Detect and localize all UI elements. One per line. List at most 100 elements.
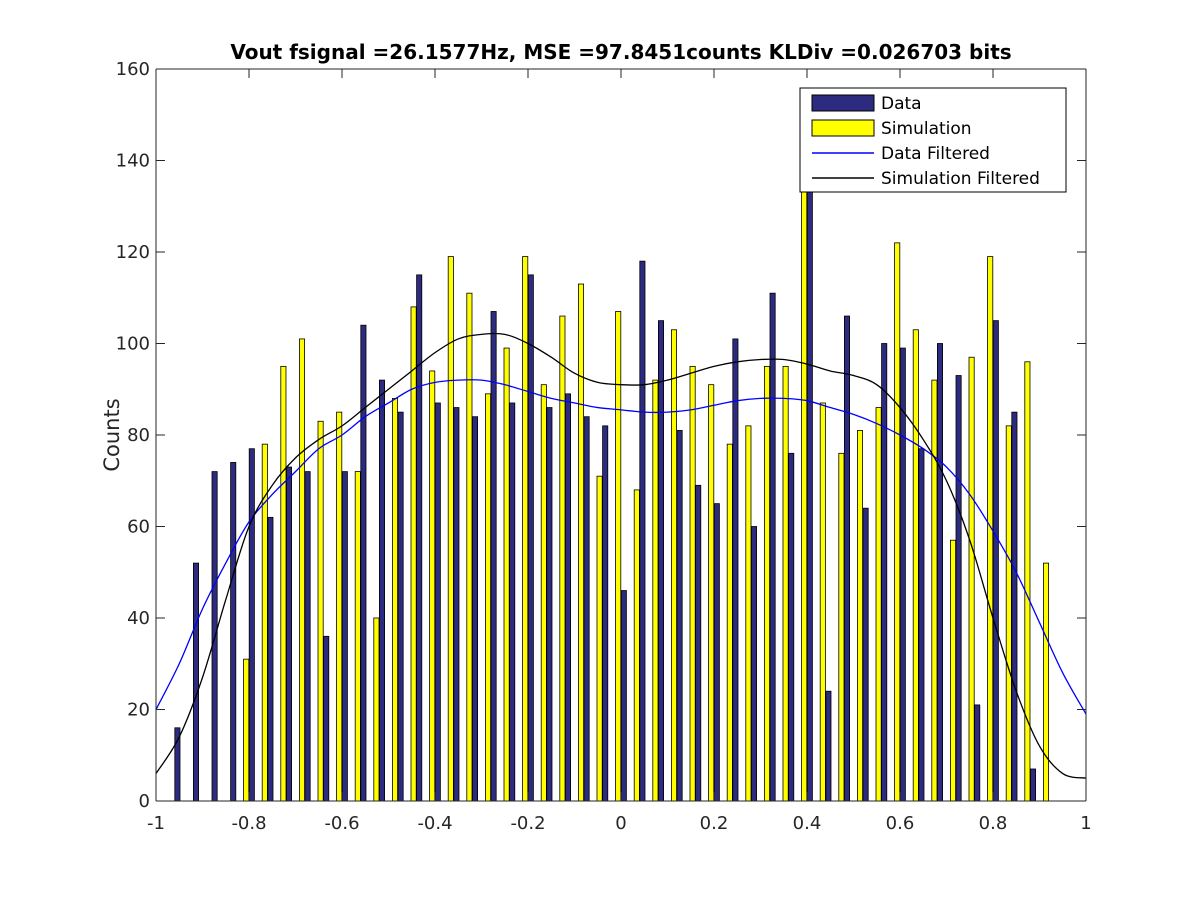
data-bar: [434, 402, 441, 802]
simulation-bar: [391, 397, 398, 802]
y-tick-label: 20: [127, 700, 150, 721]
data-bar: [378, 379, 385, 802]
y-tick-label: 100: [116, 334, 150, 355]
simulation-bar: [280, 365, 287, 802]
simulation-bar: [484, 393, 491, 802]
legend: Data Simulation Data Filtered Simulation…: [799, 87, 1067, 193]
simulation-bar: [726, 443, 733, 802]
data-bar: [918, 448, 925, 802]
simulation-bar: [522, 256, 529, 802]
y-tick-label: 40: [127, 608, 150, 629]
simulation-bar: [354, 471, 361, 802]
data-bar: [1030, 768, 1037, 802]
data-bar: [658, 320, 665, 802]
legend-label-simulation-filtered: Simulation Filtered: [881, 169, 1040, 189]
x-tick-label: 0.2: [700, 813, 729, 834]
simulation-bar: [1024, 361, 1031, 802]
data-bar: [453, 407, 460, 802]
simulation-bar: [317, 420, 324, 802]
simulation-bar: [745, 425, 752, 802]
legend-label-data: Data: [881, 94, 922, 114]
simulation-bar: [764, 365, 771, 802]
simulation-bar: [801, 128, 808, 802]
data-bar: [825, 690, 832, 802]
y-tick-label: 120: [116, 242, 150, 263]
x-tick-label: 1: [1080, 813, 1091, 834]
data-bar: [695, 484, 702, 802]
y-tick-label: 0: [139, 791, 150, 812]
legend-swatch-simulation: [811, 119, 875, 137]
x-tick-label: 0.6: [886, 813, 915, 834]
simulation-bar: [857, 430, 864, 802]
simulation-bar: [447, 256, 454, 802]
data-bar: [639, 260, 646, 802]
data-bar: [751, 526, 758, 802]
simulation-filtered-line: [155, 332, 1087, 779]
data-bar: [881, 343, 888, 802]
data-bar: [788, 452, 795, 802]
data-bar: [174, 727, 181, 802]
data-bar: [341, 471, 348, 802]
simulation-bar: [894, 242, 901, 802]
simulation-bar: [540, 384, 547, 802]
data-bar: [230, 462, 237, 802]
y-tick-label: 160: [116, 59, 150, 80]
legend-label-simulation: Simulation: [881, 119, 972, 139]
data-bar: [899, 347, 906, 802]
x-tick-label: -0.8: [231, 813, 266, 834]
simulation-bar: [931, 379, 938, 802]
data-bar: [1011, 411, 1018, 802]
legend-swatch-data: [811, 94, 875, 112]
simulation-bar: [298, 338, 305, 802]
simulation-bar: [1043, 562, 1050, 802]
data-bar: [471, 416, 478, 802]
simulation-bar: [633, 489, 640, 802]
data-bar: [285, 466, 292, 802]
x-tick-label: -0.4: [417, 813, 452, 834]
simulation-bar: [373, 617, 380, 802]
data-bar: [304, 471, 311, 802]
simulation-bar: [782, 365, 789, 802]
data-bar: [248, 448, 255, 802]
legend-label-data-filtered: Data Filtered: [881, 144, 990, 164]
data-bar: [769, 292, 776, 802]
x-tick-label: -0.2: [510, 813, 545, 834]
x-tick-label: 0.8: [979, 813, 1008, 834]
data-bar: [360, 324, 367, 802]
bars-layer: [174, 100, 1050, 802]
x-tick-label: 0.4: [793, 813, 822, 834]
data-bar: [565, 393, 572, 802]
x-tick-label: -1: [147, 813, 165, 834]
simulation-bar: [559, 315, 566, 802]
simulation-bar: [429, 370, 436, 802]
simulation-bar: [652, 379, 659, 802]
data-bar: [509, 402, 516, 802]
simulation-bar: [671, 329, 678, 802]
data-bar: [974, 704, 981, 802]
data-bar: [583, 416, 590, 802]
data-bar: [397, 411, 404, 802]
data-bar: [192, 562, 199, 802]
data-bar: [676, 430, 683, 802]
data-bar: [937, 343, 944, 802]
data-filtered-line: [155, 379, 1087, 715]
y-axis-label: Counts: [100, 398, 124, 471]
simulation-bar: [466, 292, 473, 802]
x-tick-label: 0: [615, 813, 626, 834]
simulation-bar: [708, 384, 715, 802]
data-bar: [955, 375, 962, 802]
data-bar: [844, 315, 851, 802]
simulation-bar: [875, 407, 882, 802]
data-bar: [527, 274, 534, 802]
simulation-bar: [912, 329, 919, 802]
data-bar: [546, 407, 553, 802]
lines-layer: [155, 332, 1087, 779]
simulation-bar: [243, 658, 250, 802]
x-tick-label: -0.6: [324, 813, 359, 834]
simulation-bar: [596, 475, 603, 802]
data-bar: [620, 590, 627, 802]
data-bar: [732, 338, 739, 802]
data-bar: [490, 311, 497, 802]
